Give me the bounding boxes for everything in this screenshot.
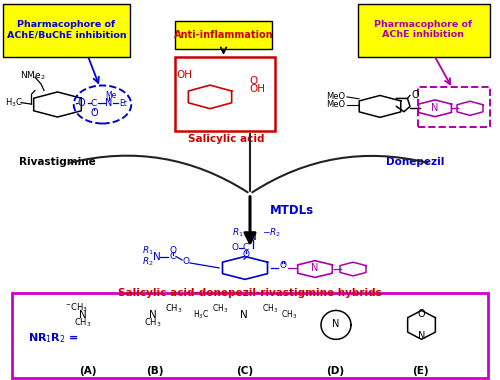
Text: N: N [332, 319, 340, 329]
Text: N: N [78, 310, 86, 320]
Text: Pharmacophore of
AChE inhibition: Pharmacophore of AChE inhibition [374, 20, 472, 40]
Text: C: C [243, 243, 249, 252]
Text: O: O [232, 243, 238, 252]
Text: C: C [91, 99, 97, 108]
Text: O: O [90, 108, 98, 118]
Text: $R_2$: $R_2$ [142, 256, 154, 268]
Text: O: O [77, 98, 85, 108]
Text: O: O [411, 90, 418, 100]
FancyBboxPatch shape [175, 21, 272, 49]
Text: Me: Me [105, 91, 116, 100]
Text: (B): (B) [146, 366, 164, 375]
Text: MeO: MeO [326, 92, 345, 101]
Text: O: O [249, 76, 257, 86]
Text: NR$_1$R$_2$ =: NR$_1$R$_2$ = [28, 331, 78, 345]
Text: $^{-}$CH$_3$: $^{-}$CH$_3$ [64, 302, 88, 314]
Text: N: N [148, 310, 156, 320]
Text: (A): (A) [79, 366, 96, 375]
FancyBboxPatch shape [358, 4, 490, 57]
Text: O: O [169, 245, 176, 255]
Text: Salicylic acid-donepezil-rivastigmine hybrids: Salicylic acid-donepezil-rivastigmine hy… [118, 288, 382, 298]
Text: $R_1$: $R_1$ [232, 226, 243, 239]
Text: CH$_3$: CH$_3$ [262, 303, 278, 315]
Text: MeO: MeO [326, 100, 345, 109]
Text: OH: OH [176, 70, 192, 80]
Text: Anti-inflammation: Anti-inflammation [174, 30, 274, 40]
Text: O: O [418, 309, 426, 319]
Text: N: N [106, 98, 112, 108]
Text: (C): (C) [236, 366, 254, 375]
FancyBboxPatch shape [175, 57, 275, 131]
Text: N: N [248, 233, 256, 242]
Text: Salicylic acid: Salicylic acid [188, 134, 264, 144]
Text: N: N [418, 331, 425, 340]
Text: $-R_2$: $-R_2$ [262, 226, 281, 239]
Text: O: O [242, 250, 250, 259]
FancyBboxPatch shape [2, 4, 130, 57]
Text: $R_1$: $R_1$ [142, 245, 154, 257]
Text: CH$_3$: CH$_3$ [74, 317, 92, 329]
Text: Et: Et [119, 99, 127, 108]
Text: H$_3$C: H$_3$C [5, 97, 23, 109]
Text: N: N [152, 252, 160, 261]
Text: H$_3$C: H$_3$C [192, 309, 209, 321]
Text: O: O [279, 261, 286, 271]
FancyBboxPatch shape [12, 293, 488, 378]
Text: CH$_3$: CH$_3$ [281, 309, 297, 321]
Text: CH$_3$: CH$_3$ [212, 303, 228, 315]
Text: C: C [170, 252, 175, 261]
Text: Pharmacophore of
AChE/BuChE inhibition: Pharmacophore of AChE/BuChE inhibition [6, 20, 126, 40]
Text: N: N [432, 103, 438, 112]
Text: CH$_3$: CH$_3$ [165, 303, 182, 315]
Text: NMe$_2$: NMe$_2$ [20, 70, 46, 82]
Text: (D): (D) [326, 366, 344, 375]
Text: N: N [312, 263, 318, 273]
Text: (E): (E) [412, 366, 428, 375]
Text: MTDLs: MTDLs [270, 204, 314, 217]
Text: Rivastigmine: Rivastigmine [19, 157, 96, 166]
Text: CH$_3$: CH$_3$ [144, 317, 162, 329]
Text: O: O [182, 257, 190, 266]
Text: OH: OH [249, 84, 265, 94]
Text: N: N [240, 310, 248, 320]
Text: Donepezil: Donepezil [386, 157, 444, 166]
